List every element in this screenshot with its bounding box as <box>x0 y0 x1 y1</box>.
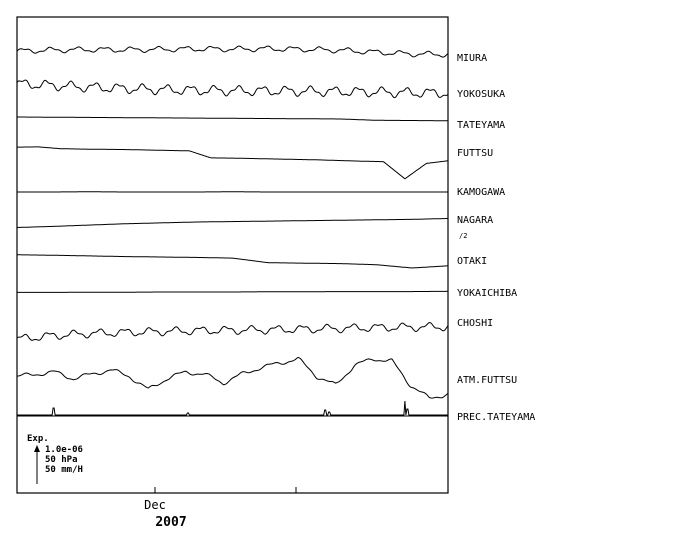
trace-miura <box>16 45 449 58</box>
trace-group <box>16 45 449 416</box>
scale-legend-title: Exp. <box>27 434 49 444</box>
x-tick-group <box>154 487 297 493</box>
trace-nagara <box>17 218 448 228</box>
scale-arrow-head <box>34 445 40 452</box>
scale-legend: Exp. 1.0e-06 50 hPa 50 mm/H <box>27 434 83 484</box>
station-label-yokosuka: YOKOSUKA <box>457 89 505 100</box>
trace-choshi <box>16 321 449 341</box>
trace-yokaichiba <box>17 290 448 293</box>
x-tick-label-dec: Dec <box>144 498 166 512</box>
station-label-otaki: OTAKI <box>457 256 487 267</box>
station-label-miura: MIURA <box>457 53 487 64</box>
station-label-choshi: CHOSHI <box>457 318 493 329</box>
scale-legend-line-1: 1.0e-06 <box>45 445 83 455</box>
station-sublabel-nagara: /2 <box>459 232 467 240</box>
station-label-yokaichiba: YOKAICHIBA <box>457 288 517 299</box>
year-label: 2007 <box>155 515 186 530</box>
trace-yokosuka <box>16 79 449 99</box>
station-label-group: MIURA YOKOSUKA TATEYAMA FUTTSU KAMOGAWA NAGAR… <box>457 53 535 423</box>
scale-legend-line-3: 50 mm/H <box>45 465 83 475</box>
trace-tateyama <box>17 116 448 122</box>
station-label-futtsu: FUTTSU <box>457 148 493 159</box>
trace-futtsu <box>17 146 449 180</box>
scale-legend-line-2: 50 hPa <box>45 455 78 465</box>
station-label-prec-tateyama: PREC.TATEYAMA <box>457 412 535 423</box>
station-label-nagara: NAGARA <box>457 215 493 226</box>
station-label-tateyama: TATEYAMA <box>457 120 505 131</box>
station-label-atm-futtsu: ATM.FUTTSU <box>457 375 517 386</box>
trace-otaki <box>17 254 449 269</box>
trace-prec-tateyama <box>17 400 448 416</box>
trace-atm-futtsu <box>16 356 449 399</box>
station-label-kamogawa: KAMOGAWA <box>457 187 505 198</box>
